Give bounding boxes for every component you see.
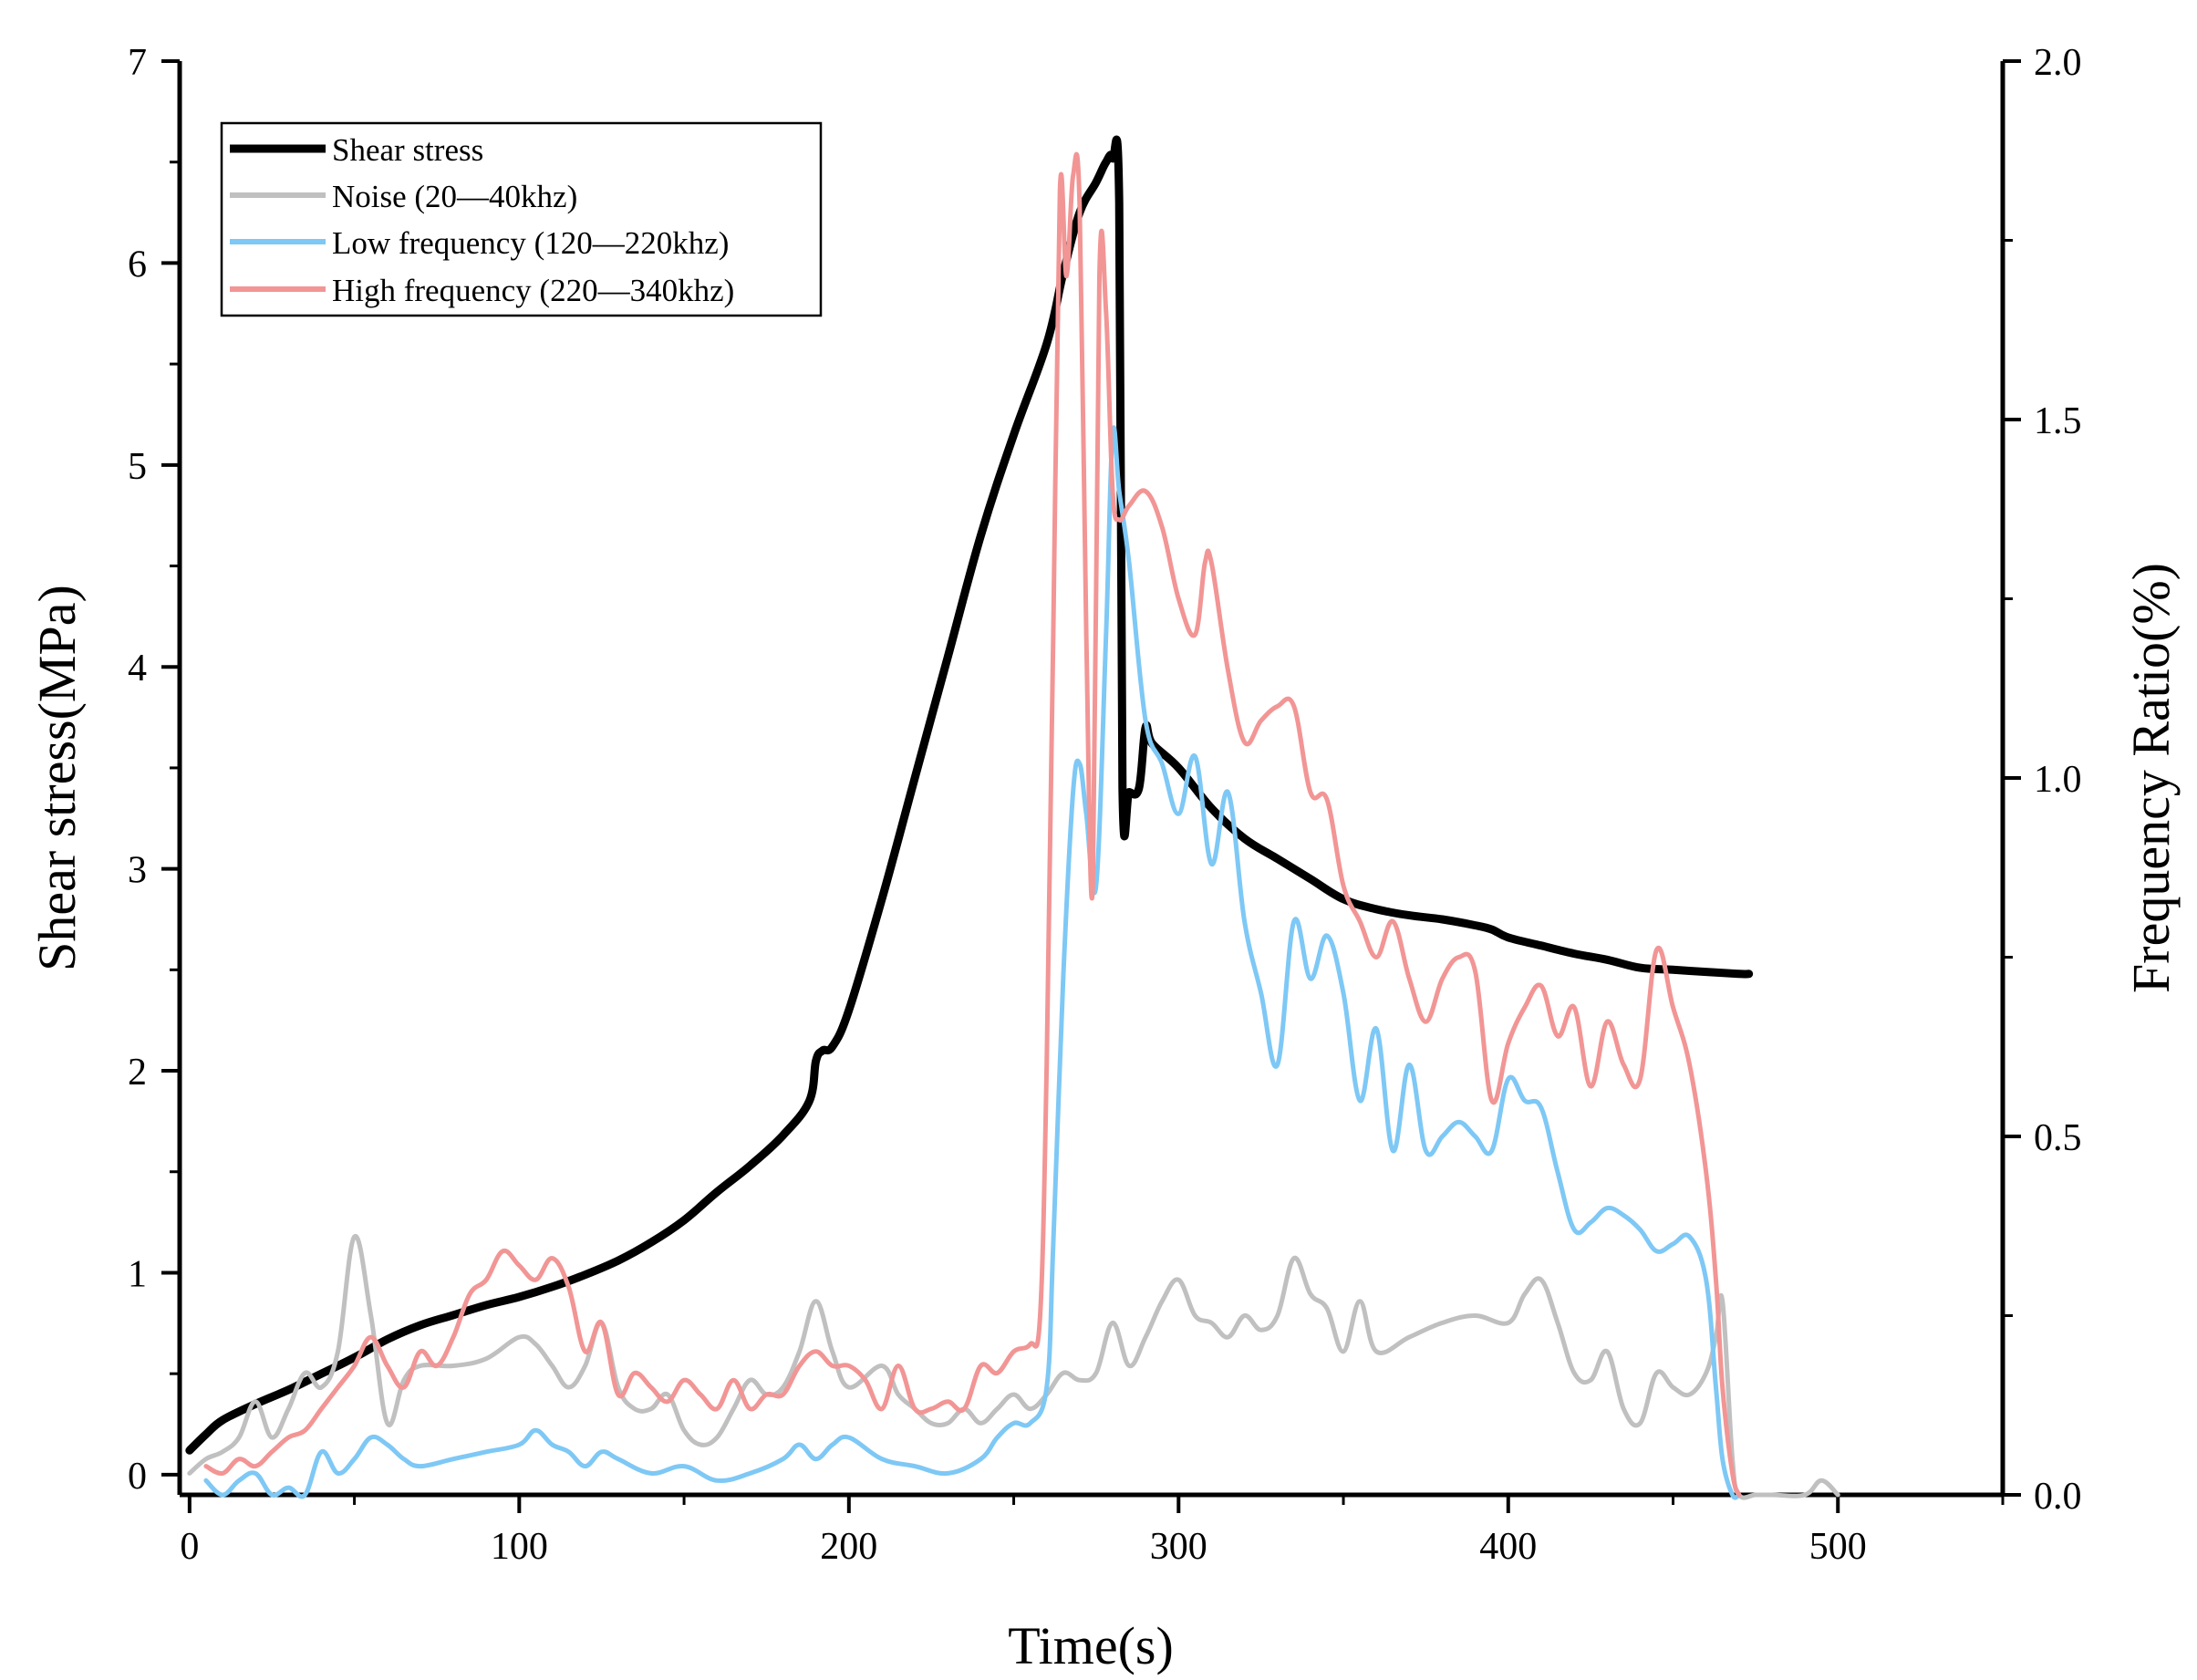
legend: Shear stress Noise (20—40khz) Low freque…: [220, 121, 823, 317]
legend-label-shear-stress: Shear stress: [332, 132, 483, 168]
legend-label-noise: Noise (20—40khz): [332, 179, 577, 214]
x-tick-label: 500: [1809, 1526, 1867, 1568]
legend-label-low-frequency: Low frequency (120—220khz): [332, 225, 729, 261]
y2-axis-title: Frequency Ratio(%): [2121, 563, 2181, 993]
x-tick-label: 0: [180, 1526, 199, 1568]
series-line-low-frequency: [203, 425, 1742, 1500]
y-tick-label: 6: [128, 244, 147, 285]
x-tick-label: 100: [491, 1526, 548, 1568]
y-tick-label: 1: [128, 1253, 147, 1295]
series-line-shear-stress: [185, 135, 1754, 1455]
legend-box: [220, 121, 823, 317]
y2-tick-label: 0.5: [2034, 1117, 2082, 1159]
x-tick-label: 200: [820, 1526, 877, 1568]
x-tick-label: 400: [1479, 1526, 1537, 1568]
plot-area: [185, 135, 1840, 1500]
legend-label-high-frequency: High frequency (220—340khz): [332, 273, 734, 308]
x-tick-label: 300: [1150, 1526, 1207, 1568]
y-axis-title: Shear stress(MPa): [27, 585, 87, 971]
series-line-noise: [187, 1234, 1840, 1500]
y-tick-label: 3: [128, 850, 147, 892]
y2-tick-label: 2.0: [2034, 42, 2082, 84]
series-line-high-frequency: [203, 151, 1742, 1498]
y2-tick-label: 0.0: [2034, 1476, 2082, 1518]
y2-tick-label: 1.5: [2034, 400, 2082, 442]
x-axis-title: Time(s): [1008, 1616, 1174, 1675]
axis-ticks: [161, 59, 2021, 1513]
y2-tick-label: 1.0: [2034, 759, 2082, 801]
tick-labels: 0 100 200 300 400 500 0 1 2 3 4 5 6 7 0.0 0.5 1.0 1.5 2.0: [128, 42, 2082, 1568]
y-tick-label: 4: [128, 648, 147, 690]
y-tick-label: 2: [128, 1052, 147, 1094]
y-tick-label: 0: [128, 1456, 147, 1498]
y-tick-label: 7: [128, 42, 147, 84]
y-tick-label: 5: [128, 446, 147, 488]
